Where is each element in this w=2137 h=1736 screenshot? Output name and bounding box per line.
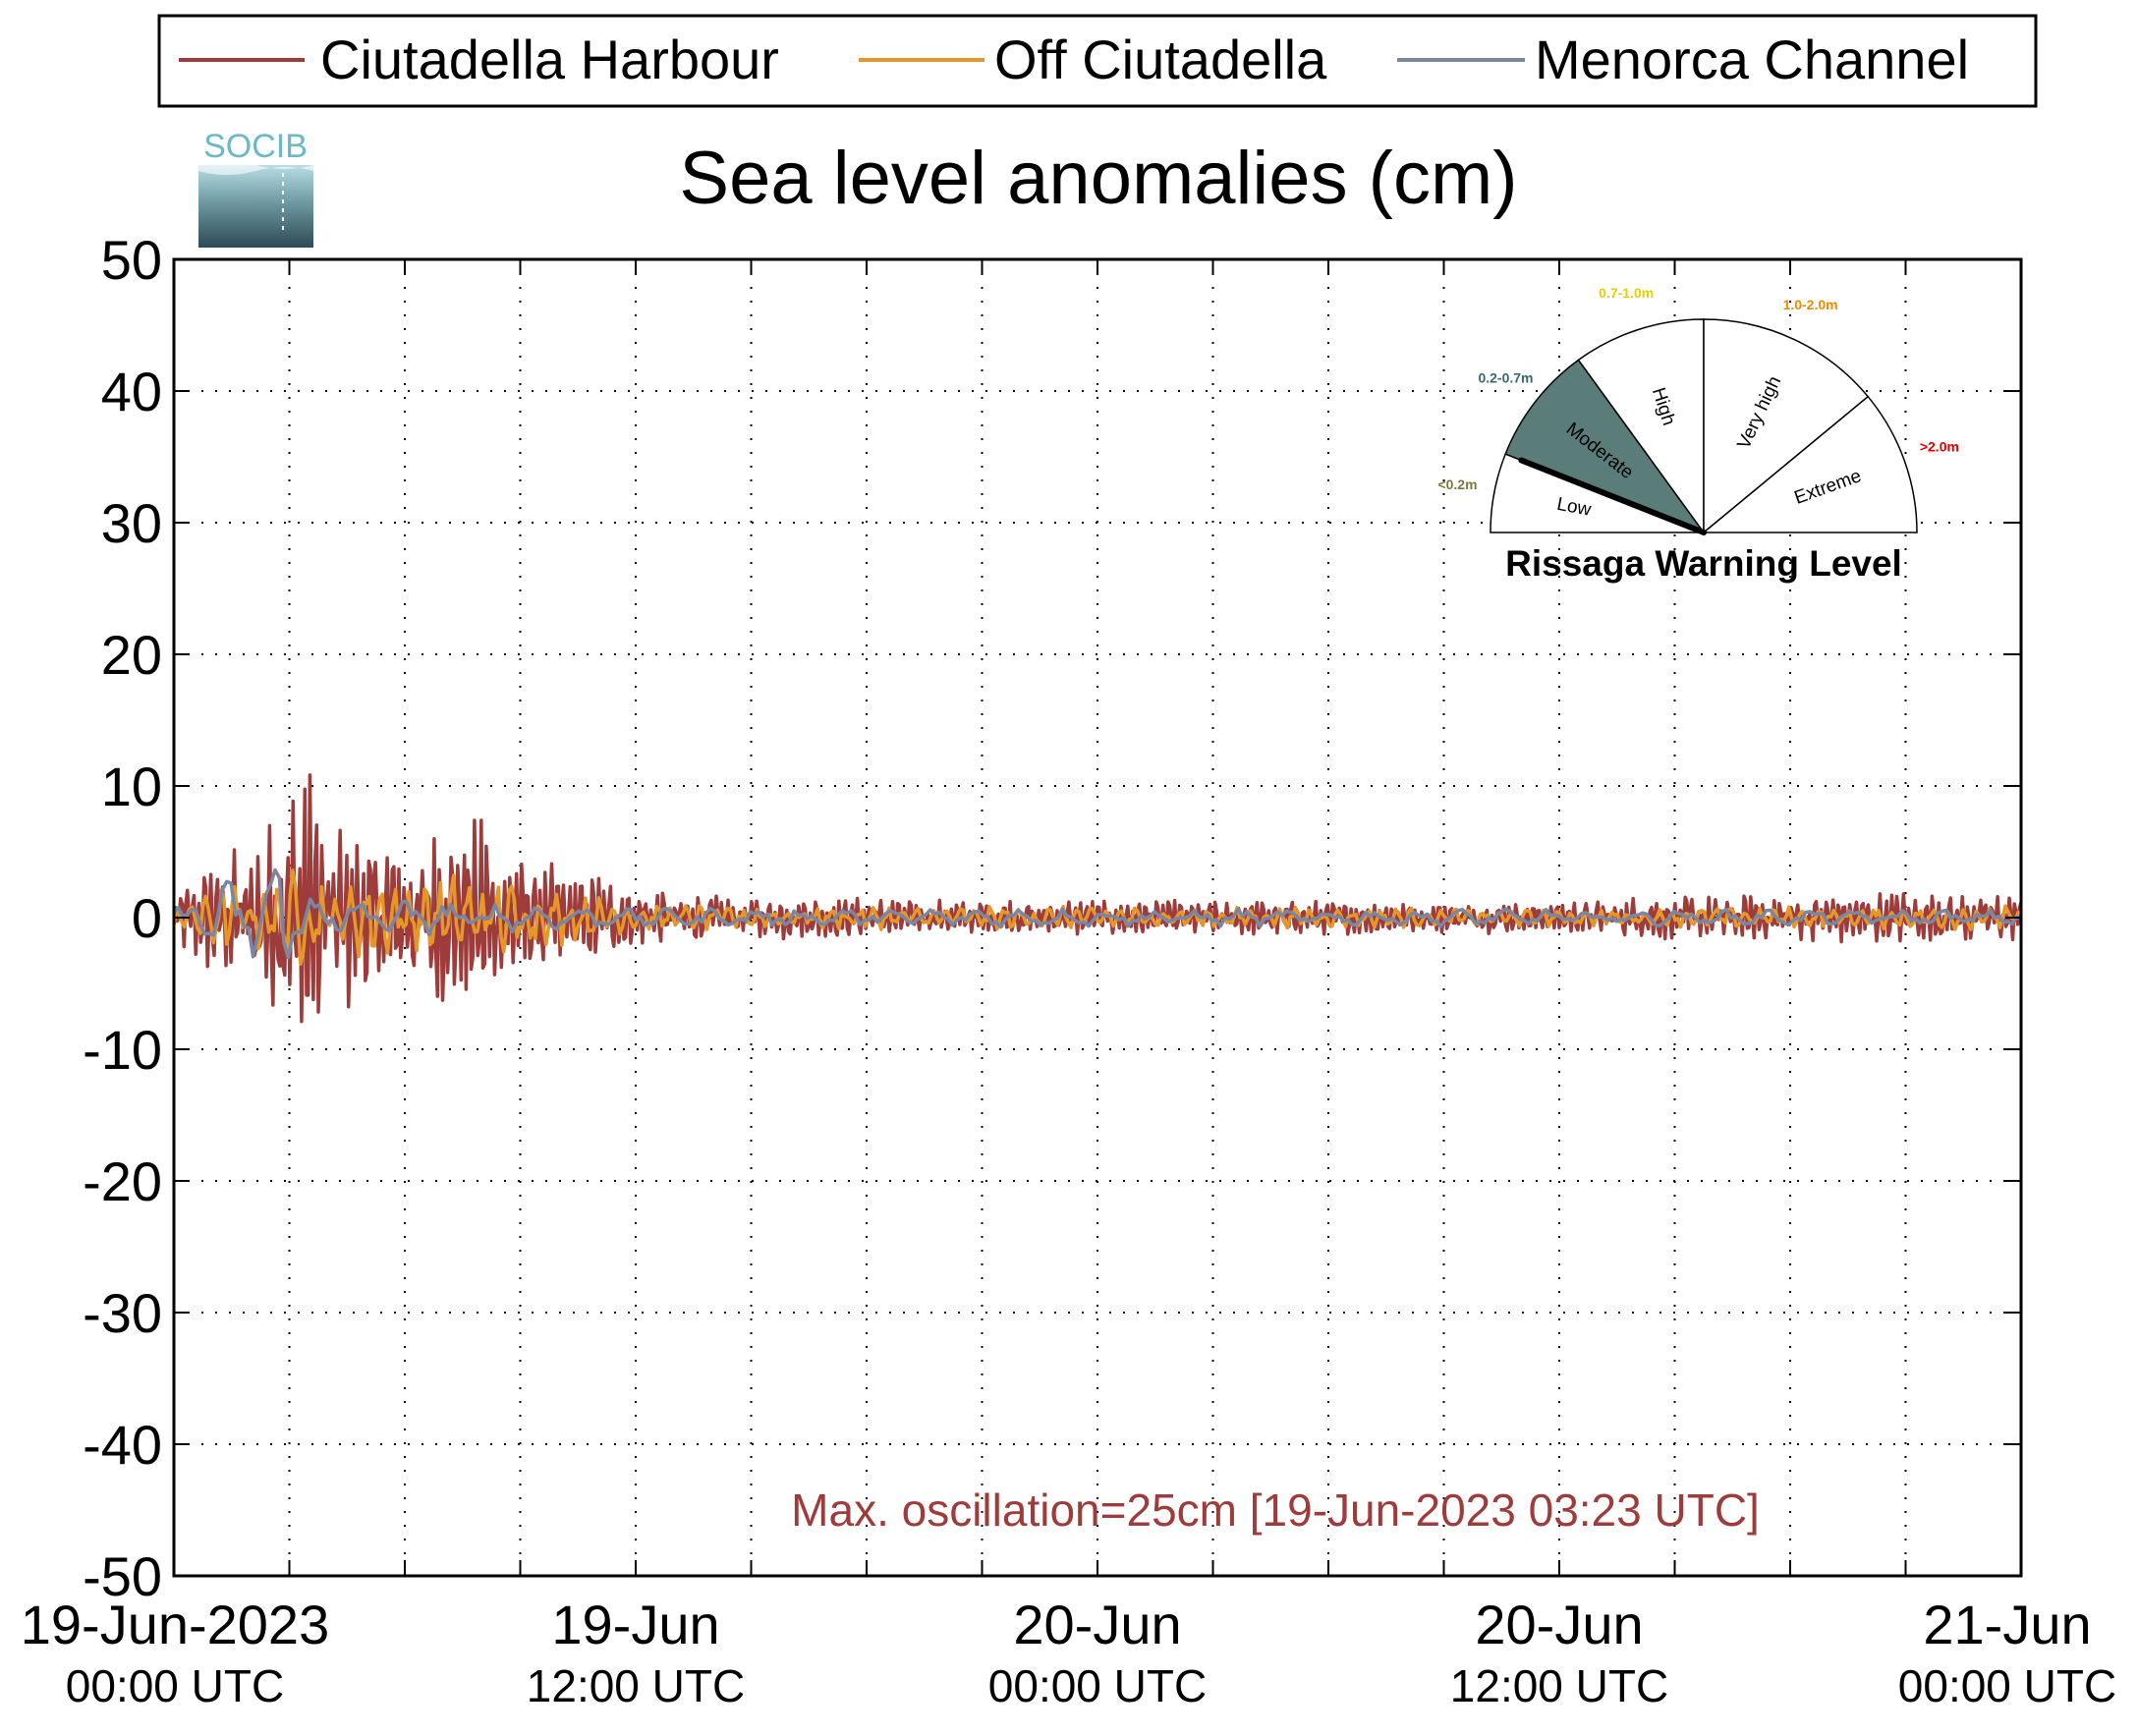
y-tick-label: 0 <box>132 887 162 949</box>
x-tick-sublabel: 12:00 UTC <box>1450 1660 1668 1711</box>
gauge-title: Rissaga Warning Level <box>1505 543 1902 584</box>
max-oscillation-annotation: Max. oscillation=25cm [19-Jun-2023 03:23… <box>791 1484 1760 1536</box>
legend-box <box>157 14 2038 108</box>
gauge-sector <box>1504 359 1707 534</box>
x-tick-sublabel: 00:00 UTC <box>66 1660 284 1711</box>
gauge-range-label: <0.2m <box>1437 476 1477 492</box>
legend-entry: Ciutadella Harbour <box>179 28 779 90</box>
y-tick-label: 40 <box>101 361 162 422</box>
gauge-range-label: 0.2-0.7m <box>1478 369 1533 385</box>
x-tick-label: 19-Jun-2023 <box>21 1594 329 1655</box>
y-tick-label: -20 <box>83 1150 162 1212</box>
series-line <box>172 868 2022 960</box>
socib-logo: SOCIB <box>198 128 313 248</box>
x-tick-label: 19-Jun <box>551 1594 719 1655</box>
gauge-needle <box>1518 457 1707 535</box>
legend-entry: Menorca Channel <box>1397 28 1969 90</box>
y-tick-label: -50 <box>83 1545 162 1607</box>
y-tick-label: 30 <box>101 492 162 554</box>
x-tick-sublabel: 00:00 UTC <box>1898 1660 2116 1711</box>
x-tick-label: 20-Jun <box>1013 1594 1181 1655</box>
x-tick-label: 20-Jun <box>1475 1594 1643 1655</box>
x-tick-sublabel: 00:00 UTC <box>988 1660 1207 1711</box>
gauge-sector <box>1577 318 1705 535</box>
x-tick-label: 21-Jun <box>1923 1594 2091 1655</box>
gauge-sector <box>1701 395 1918 533</box>
y-tick-label: -30 <box>83 1282 162 1344</box>
y-axis: 50 40 30 20 10 0 -10 -20 -30 -40 -50 <box>83 229 2021 1607</box>
y-tick-label: 10 <box>101 756 162 817</box>
legend-label: Ciutadella Harbour <box>320 28 779 90</box>
legend-label: Menorca Channel <box>1535 28 1969 90</box>
gauge-range-label: >2.0m <box>1920 438 1959 454</box>
y-tick-label: 50 <box>101 229 162 291</box>
rissaga-warning-gauge: Low<0.2mModerate0.2-0.7mHigh0.7-1.0mVery… <box>1437 285 1958 584</box>
series-line <box>172 868 2022 967</box>
legend-entry: Off Ciutadella <box>859 28 1327 90</box>
logo-text: SOCIB <box>203 128 308 165</box>
y-tick-label: -10 <box>83 1019 162 1081</box>
gauge-range-label: 0.7-1.0m <box>1599 285 1654 301</box>
series-group <box>172 773 2023 1024</box>
y-tick-label: -40 <box>83 1414 162 1476</box>
legend-label: Off Ciutadella <box>994 28 1327 90</box>
chart-title: Sea level anomalies (cm) <box>679 137 1517 220</box>
x-tick-sublabel: 12:00 UTC <box>527 1660 745 1711</box>
legend: Ciutadella Harbour Off Ciutadella Menorca … <box>157 14 2038 108</box>
gauge-range-label: 1.0-2.0m <box>1783 297 1838 312</box>
y-tick-label: 20 <box>101 624 162 686</box>
gauge-sector <box>1703 318 1870 534</box>
